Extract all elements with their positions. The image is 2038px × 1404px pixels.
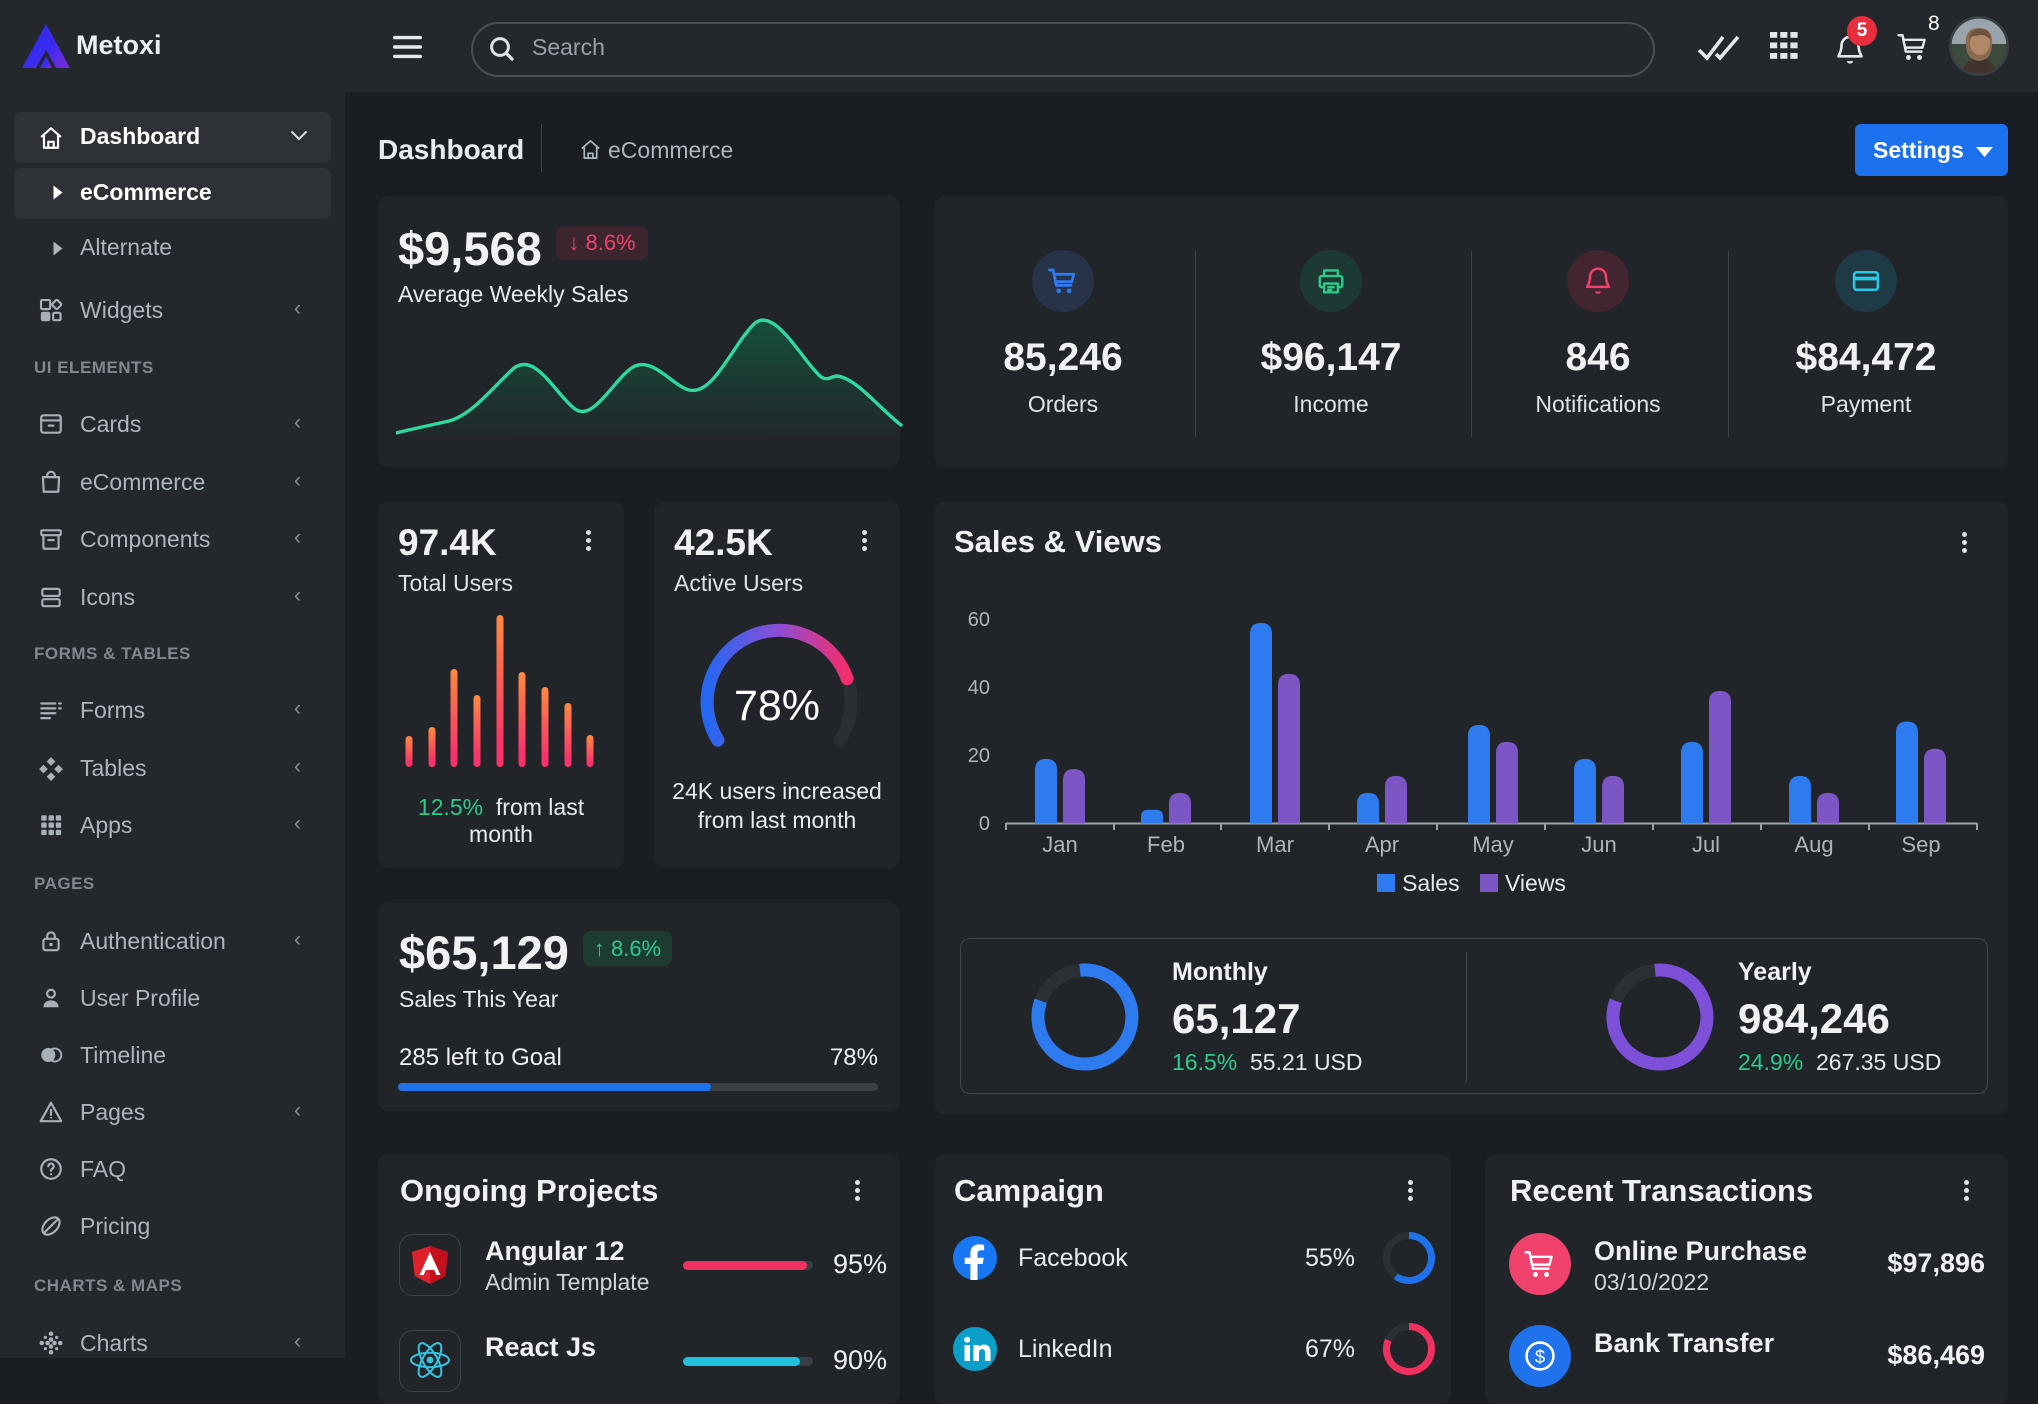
svg-text:Mar: Mar [1256, 832, 1294, 857]
svg-text:Jul: Jul [1692, 832, 1720, 857]
svg-text:Feb: Feb [1147, 832, 1185, 857]
svg-text:Aug: Aug [1794, 832, 1833, 857]
svg-text:Jan: Jan [1042, 832, 1077, 857]
svg-text:May: May [1472, 832, 1514, 857]
svg-text:$: $ [1535, 1346, 1545, 1367]
svg-text:0: 0 [979, 813, 990, 835]
svg-text:Jun: Jun [1581, 832, 1616, 857]
svg-text:Sep: Sep [1901, 832, 1940, 857]
svg-text:40: 40 [968, 677, 990, 699]
svg-text:60: 60 [968, 609, 990, 631]
svg-text:20: 20 [968, 745, 990, 767]
svg-text:Apr: Apr [1365, 832, 1399, 857]
